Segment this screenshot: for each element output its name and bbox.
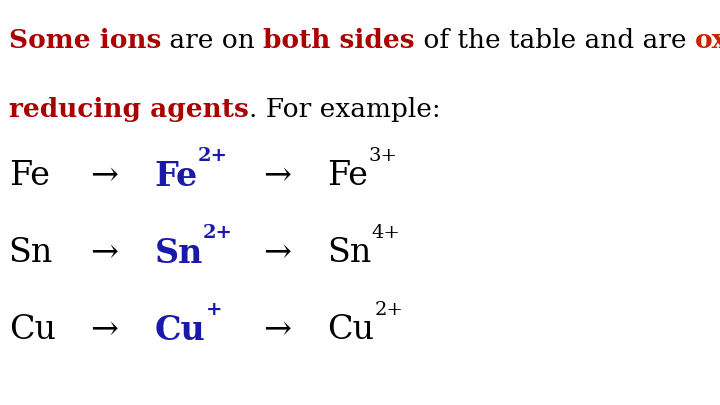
Text: are on: are on (161, 28, 263, 53)
Text: Cu: Cu (328, 314, 374, 346)
Text: +: + (205, 301, 222, 319)
Text: →: → (90, 160, 118, 192)
Text: . For example:: . For example: (248, 97, 440, 122)
Text: Cu: Cu (155, 313, 205, 347)
Text: of the table and are: of the table and are (415, 28, 695, 53)
Text: 3+: 3+ (369, 147, 397, 165)
Text: →: → (90, 314, 118, 346)
Text: 2+: 2+ (374, 301, 403, 319)
Text: 4+: 4+ (372, 224, 401, 242)
Text: →: → (263, 237, 291, 269)
Text: Fe: Fe (328, 160, 369, 192)
Text: Fe: Fe (9, 160, 50, 192)
Text: 2+: 2+ (198, 147, 228, 165)
Text: Fe: Fe (155, 160, 198, 193)
Text: Sn: Sn (328, 237, 372, 269)
Text: Cu: Cu (9, 314, 55, 346)
Text: Some ions: Some ions (9, 28, 161, 53)
Text: both sides: both sides (263, 28, 415, 53)
Text: 2+: 2+ (203, 224, 233, 242)
Text: Sn: Sn (155, 237, 203, 270)
Text: →: → (90, 237, 118, 269)
Text: →: → (263, 160, 291, 192)
Text: reducing agents: reducing agents (9, 97, 248, 122)
Text: Sn: Sn (9, 237, 53, 269)
Text: →: → (263, 314, 291, 346)
Text: oxidizing: oxidizing (695, 28, 720, 53)
